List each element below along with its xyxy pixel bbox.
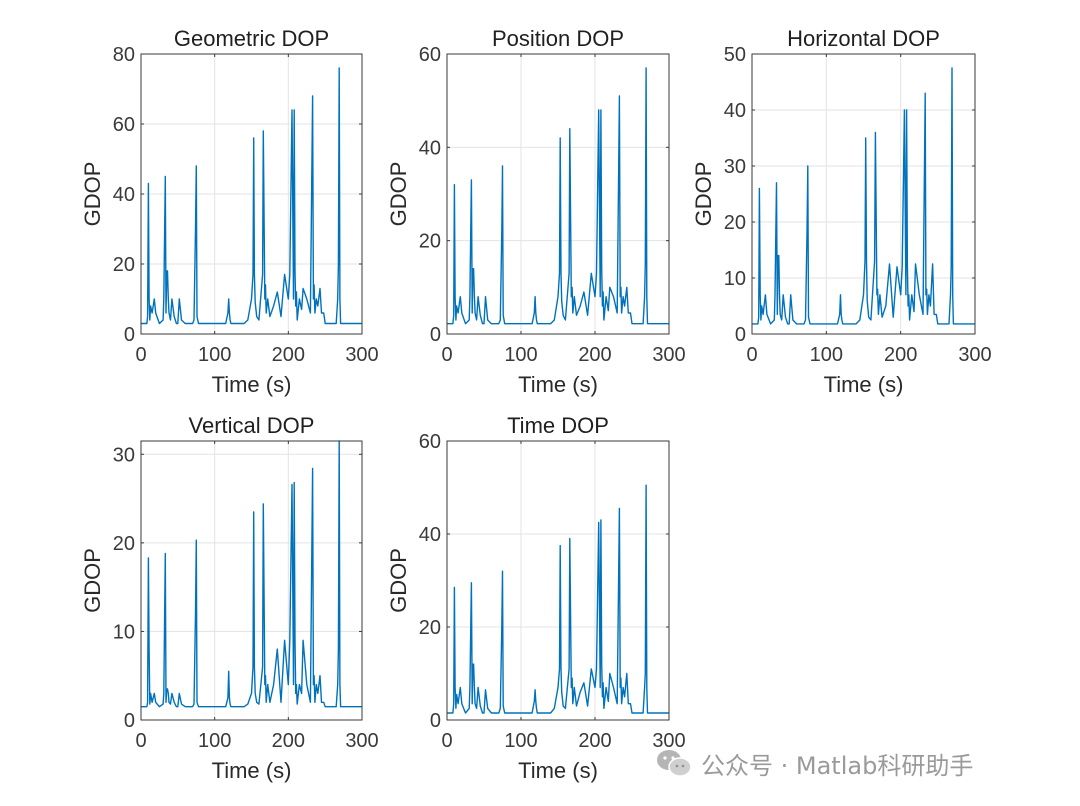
- y-axis-label: GDOP: [386, 162, 411, 227]
- subplot-vertical: 0 100 200 300 0 10 20 30 Vertical DOP Time (s) GDO…: [80, 413, 379, 783]
- y-axis-label: GDOP: [80, 548, 105, 613]
- y-tick-label: 60: [419, 431, 441, 453]
- y-tick-label: 40: [419, 524, 441, 546]
- x-axis-label: Time (s): [212, 372, 292, 397]
- y-axis-label: GDOP: [80, 162, 105, 227]
- x-tick-label: 300: [958, 344, 991, 366]
- subplot-geometric: 0 100 200 300 0 20 40 60 80 Geometric DOP Time (s)…: [80, 26, 379, 397]
- series-line-tdop: [447, 484, 669, 714]
- y-tick-label: 10: [724, 268, 746, 290]
- watermark: 公众号 · Matlab科研助手: [655, 746, 973, 780]
- x-tick-label: 300: [345, 730, 378, 752]
- y-tick-label: 10: [113, 621, 135, 643]
- y-tick-label: 20: [113, 533, 135, 555]
- axes-frame: [751, 53, 976, 335]
- x-tick-label: 100: [198, 730, 231, 752]
- y-tick-label: 20: [113, 254, 135, 276]
- subplot-position: 0 100 200 300 0 20 40 60 Position DOP Time (s) GDO…: [386, 26, 686, 397]
- x-axis-label: Time (s): [518, 758, 598, 783]
- chart-title: Position DOP: [492, 26, 624, 51]
- y-tick-label: 60: [419, 44, 441, 66]
- series-line-hdop: [752, 67, 975, 325]
- x-tick-label: 200: [578, 730, 611, 752]
- chart-title: Vertical DOP: [189, 413, 315, 438]
- y-tick-label: 40: [113, 184, 135, 206]
- y-tick-label: 20: [724, 212, 746, 234]
- x-axis-label: Time (s): [212, 758, 292, 783]
- x-tick-label: 300: [652, 730, 685, 752]
- y-tick-label: 0: [430, 324, 441, 346]
- x-tick-label: 100: [504, 730, 537, 752]
- x-tick-label: 100: [810, 344, 843, 366]
- axes-frame: [140, 440, 363, 721]
- x-tick-label: 200: [272, 344, 305, 366]
- series-line-gdop: [141, 67, 362, 325]
- y-tick-label: 0: [124, 324, 135, 346]
- chart-title: Horizontal DOP: [787, 26, 940, 51]
- x-tick-label: 200: [272, 730, 305, 752]
- y-tick-label: 50: [724, 44, 746, 66]
- x-axis-label: Time (s): [518, 372, 598, 397]
- x-tick-label: 0: [441, 730, 452, 752]
- x-tick-label: 100: [198, 344, 231, 366]
- y-tick-label: 30: [113, 444, 135, 466]
- subplot-time: 0 100 200 300 0 20 40 60 Time DOP Time (s) GDOP: [386, 413, 686, 783]
- axes-frame: [446, 53, 670, 335]
- y-axis-label: GDOP: [386, 548, 411, 613]
- x-tick-label: 0: [441, 344, 452, 366]
- plot-area: [447, 441, 669, 720]
- y-tick-label: 0: [430, 710, 441, 732]
- x-axis-label: Time (s): [824, 372, 904, 397]
- x-tick-label: 300: [652, 344, 685, 366]
- chart-title: Geometric DOP: [174, 26, 329, 51]
- series-line-vdop: [141, 440, 362, 708]
- y-tick-label: 30: [724, 156, 746, 178]
- x-tick-label: 300: [345, 344, 378, 366]
- x-tick-label: 200: [578, 344, 611, 366]
- wechat-icon: [657, 750, 692, 777]
- series-line-pdop: [447, 67, 669, 325]
- subplot-horizontal: 0 100 200 300 0 10 20 30 40 50 Horizontal DOP Time …: [691, 26, 992, 397]
- watermark-text: 公众号 · Matlab科研助手: [701, 751, 974, 780]
- y-tick-label: 40: [724, 100, 746, 122]
- y-tick-label: 20: [419, 617, 441, 639]
- y-axis-label: GDOP: [691, 162, 716, 227]
- y-tick-label: 0: [735, 324, 746, 346]
- x-tick-label: 100: [504, 344, 537, 366]
- x-tick-label: 0: [746, 344, 757, 366]
- plot-area: [141, 441, 362, 720]
- chart-title: Time DOP: [507, 413, 609, 438]
- y-tick-label: 20: [419, 231, 441, 253]
- y-tick-label: 40: [419, 137, 441, 159]
- y-tick-label: 60: [113, 114, 135, 136]
- x-tick-label: 0: [135, 730, 146, 752]
- axes-frame: [446, 440, 670, 721]
- y-tick-label: 80: [113, 44, 135, 66]
- x-tick-label: 0: [135, 344, 146, 366]
- x-tick-label: 200: [884, 344, 917, 366]
- y-tick-label: 0: [124, 710, 135, 732]
